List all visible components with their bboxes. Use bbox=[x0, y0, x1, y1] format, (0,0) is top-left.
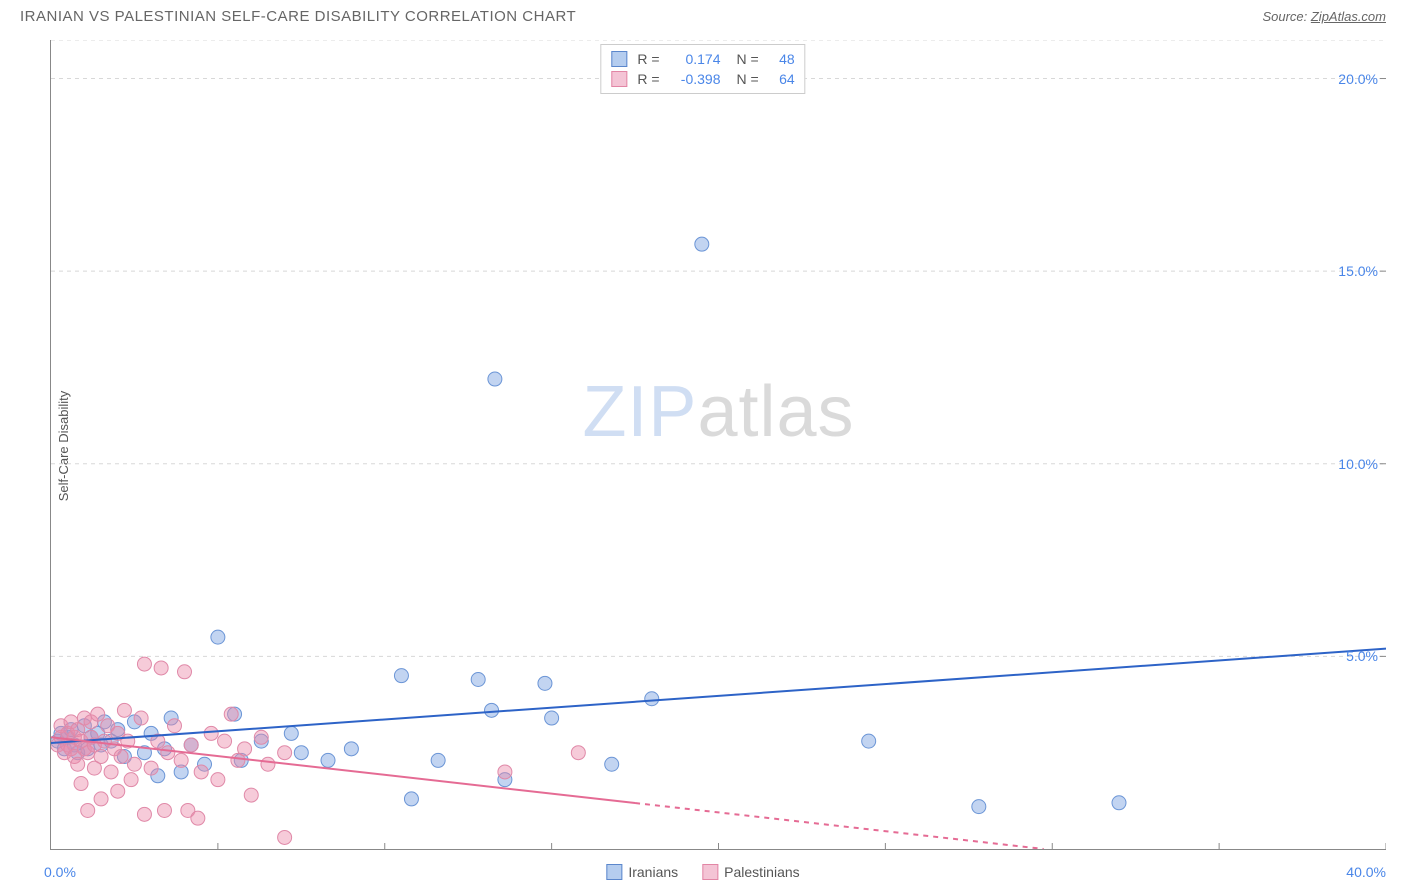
legend-item-iranians: Iranians bbox=[606, 864, 678, 880]
n-value-palestinians: 64 bbox=[765, 71, 795, 87]
y-tick-label: 10.0% bbox=[1338, 456, 1378, 472]
n-value-iranians: 48 bbox=[765, 51, 795, 67]
source-prefix: Source: bbox=[1262, 9, 1310, 24]
legend-item-palestinians: Palestinians bbox=[702, 864, 800, 880]
source-link[interactable]: ZipAtlas.com bbox=[1311, 9, 1386, 24]
r-value-palestinians: -0.398 bbox=[666, 71, 721, 87]
x-max-label: 40.0% bbox=[1346, 864, 1386, 880]
chart-plot-area: ZIPatlas bbox=[50, 40, 1386, 850]
r-label: R = bbox=[637, 51, 659, 67]
swatch-palestinians bbox=[611, 71, 627, 87]
n-label: N = bbox=[737, 71, 759, 87]
legend-row-palestinians: R = -0.398 N = 64 bbox=[611, 69, 794, 89]
source-attribution: Source: ZipAtlas.com bbox=[1262, 9, 1386, 24]
y-tick-label: 15.0% bbox=[1338, 263, 1378, 279]
chart-header: IRANIAN VS PALESTINIAN SELF-CARE DISABIL… bbox=[0, 0, 1406, 29]
swatch-palestinians-bottom bbox=[702, 864, 718, 880]
correlation-legend: R = 0.174 N = 48 R = -0.398 N = 64 bbox=[600, 44, 805, 94]
r-value-iranians: 0.174 bbox=[666, 51, 721, 67]
x-min-label: 0.0% bbox=[44, 864, 76, 880]
legend-row-iranians: R = 0.174 N = 48 bbox=[611, 49, 794, 69]
series-legend: Iranians Palestinians bbox=[606, 864, 799, 880]
legend-label-iranians: Iranians bbox=[628, 864, 678, 880]
y-tick-label: 5.0% bbox=[1346, 648, 1378, 664]
scatter-svg bbox=[51, 40, 1386, 849]
swatch-iranians-bottom bbox=[606, 864, 622, 880]
chart-title: IRANIAN VS PALESTINIAN SELF-CARE DISABIL… bbox=[20, 8, 576, 25]
y-tick-label: 20.0% bbox=[1338, 71, 1378, 87]
n-label: N = bbox=[737, 51, 759, 67]
swatch-iranians bbox=[611, 51, 627, 67]
r-label: R = bbox=[637, 71, 659, 87]
legend-label-palestinians: Palestinians bbox=[724, 864, 800, 880]
